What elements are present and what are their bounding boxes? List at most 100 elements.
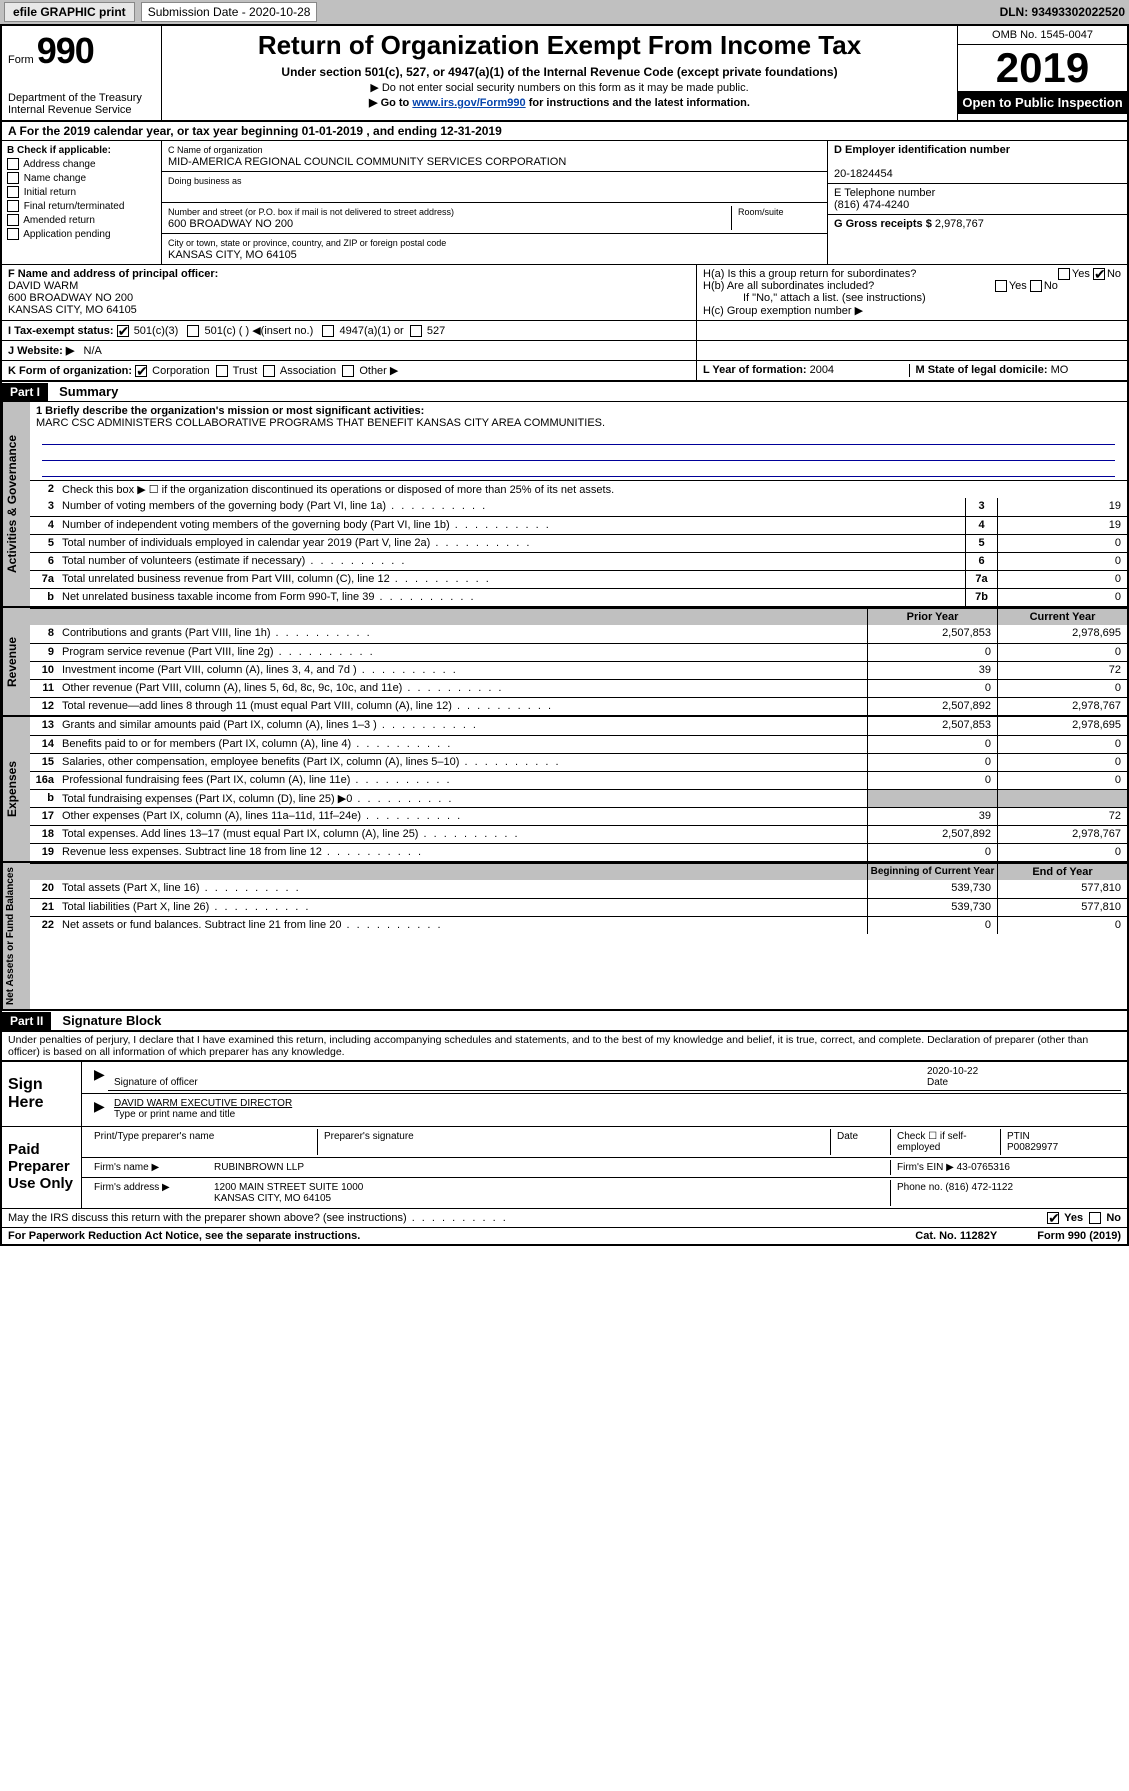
form-sub3: ▶ Go to www.irs.gov/Form990 for instruct… — [168, 96, 951, 109]
prep-sig-label: Preparer's signature — [318, 1129, 831, 1155]
prep-name-label: Print/Type preparer's name — [88, 1129, 318, 1155]
opt-corp: Corporation — [152, 365, 209, 377]
irs-link[interactable]: www.irs.gov/Form990 — [412, 97, 525, 109]
form-header: Form 990 Department of the Treasury Inte… — [2, 26, 1127, 122]
section-revenue: Revenue Prior YearCurrent Year 8 Contrib… — [2, 608, 1127, 717]
form-outer: Form 990 Department of the Treasury Inte… — [0, 24, 1129, 1246]
firm-phone-label: Phone no. — [897, 1182, 943, 1193]
hb-yes[interactable]: Yes — [1009, 280, 1027, 292]
addr-label: Number and street (or P.O. box if mail i… — [168, 207, 454, 217]
discuss-no[interactable] — [1089, 1212, 1101, 1224]
cb-address[interactable]: Address change — [23, 159, 95, 170]
table-row: 8 Contributions and grants (Part VIII, l… — [30, 625, 1127, 643]
mission-block: 1 Briefly describe the organization's mi… — [30, 402, 1127, 480]
gov-row: 3 Number of voting members of the govern… — [30, 498, 1127, 516]
city-label: City or town, state or province, country… — [168, 238, 446, 248]
org-form-label: K Form of organization: — [8, 365, 132, 377]
prep-self-label: Check ☐ if self-employed — [891, 1129, 1001, 1155]
section-netassets: Net Assets or Fund Balances Beginning of… — [2, 863, 1127, 1011]
footer-left: For Paperwork Reduction Act Notice, see … — [8, 1230, 360, 1242]
footer-right: Form 990 (2019) — [1037, 1230, 1121, 1242]
hdr-end: End of Year — [997, 864, 1127, 880]
cb-other[interactable] — [342, 365, 354, 377]
sig-name-label: Type or print name and title — [114, 1109, 235, 1120]
cb-name[interactable]: Name change — [24, 173, 86, 184]
form-label: Form — [8, 54, 34, 66]
hc-label: H(c) Group exemption number ▶ — [703, 304, 1121, 317]
org-name: MID-AMERICA REGIONAL COUNCIL COMMUNITY S… — [168, 156, 566, 168]
opt-4947: 4947(a)(1) or — [340, 325, 404, 337]
tab-netassets: Net Assets or Fund Balances — [2, 863, 30, 1009]
cb-501c3[interactable] — [117, 325, 129, 337]
ptin-value: P00829977 — [1007, 1142, 1058, 1153]
part1-header: Part I Summary — [2, 382, 1127, 402]
table-row: 11 Other revenue (Part VIII, column (A),… — [30, 679, 1127, 697]
table-row: 20 Total assets (Part X, line 16) 539,73… — [30, 880, 1127, 898]
opt-527: 527 — [427, 325, 445, 337]
open-inspection: Open to Public Inspection — [958, 91, 1127, 114]
year-form-label: L Year of formation: — [703, 364, 807, 376]
table-row: 18 Total expenses. Add lines 13–17 (must… — [30, 825, 1127, 843]
discuss-yes[interactable] — [1047, 1212, 1059, 1224]
cb-final[interactable]: Final return/terminated — [24, 201, 125, 212]
ha-no[interactable]: No — [1107, 268, 1121, 280]
box-b: B Check if applicable: Address change Na… — [2, 141, 162, 264]
cb-pending[interactable]: Application pending — [23, 229, 110, 240]
firm-label: Firm's name ▶ — [88, 1160, 208, 1175]
cb-501c[interactable] — [187, 325, 199, 337]
cb-assoc[interactable] — [263, 365, 275, 377]
hb-note: If "No," attach a list. (see instruction… — [703, 292, 1121, 304]
cb-527[interactable] — [410, 325, 422, 337]
firm-city: KANSAS CITY, MO 64105 — [214, 1193, 331, 1204]
opt-501c3: 501(c)(3) — [134, 325, 179, 337]
table-row: 13 Grants and similar amounts paid (Part… — [30, 717, 1127, 735]
website-label: J Website: ▶ — [8, 345, 74, 357]
table-row: 17 Other expenses (Part IX, column (A), … — [30, 807, 1127, 825]
website-value: N/A — [84, 345, 102, 357]
arrow-icon: ▶ — [88, 1096, 108, 1122]
part1-title: Summary — [51, 382, 126, 401]
part2-title: Signature Block — [54, 1011, 169, 1030]
row-klm: K Form of organization: Corporation Trus… — [2, 361, 1127, 382]
gov-row: b Net unrelated business taxable income … — [30, 588, 1127, 606]
box-b-label: B Check if applicable: — [7, 145, 111, 156]
officer-addr: 600 BROADWAY NO 200 — [8, 292, 133, 304]
box-c: C Name of organizationMID-AMERICA REGION… — [162, 141, 827, 264]
arrow-icon: ▶ — [88, 1064, 108, 1091]
domicile-label: M State of legal domicile: — [916, 364, 1048, 376]
gov-row: 4 Number of independent voting members o… — [30, 516, 1127, 534]
prep-date-label: Date — [831, 1129, 891, 1155]
firm-phone: (816) 472-1122 — [945, 1182, 1013, 1193]
cb-4947[interactable] — [322, 325, 334, 337]
sig-name: DAVID WARM EXECUTIVE DIRECTOR — [114, 1098, 292, 1109]
discuss-text: May the IRS discuss this return with the… — [8, 1212, 508, 1224]
row-i: I Tax-exempt status: 501(c)(3) 501(c) ( … — [2, 321, 1127, 341]
hdr-prior: Prior Year — [867, 609, 997, 625]
firm-ein-label: Firm's EIN ▶ — [897, 1162, 954, 1173]
domicile-val: MO — [1051, 364, 1069, 376]
table-row: 19 Revenue less expenses. Subtract line … — [30, 843, 1127, 861]
officer-label: F Name and address of principal officer: — [8, 268, 218, 280]
penalty-text: Under penalties of perjury, I declare th… — [2, 1031, 1127, 1060]
officer-name: DAVID WARM — [8, 280, 78, 292]
cb-amended[interactable]: Amended return — [23, 215, 95, 226]
section-governance: Activities & Governance 1 Briefly descri… — [2, 402, 1127, 608]
efile-btn[interactable]: efile GRAPHIC print — [4, 2, 135, 22]
cb-initial[interactable]: Initial return — [24, 187, 76, 198]
sig-officer-label: Signature of officer — [114, 1077, 198, 1088]
org-addr: 600 BROADWAY NO 200 — [168, 218, 293, 230]
mission-text: MARC CSC ADMINISTERS COLLABORATIVE PROGR… — [36, 417, 605, 429]
firm-ein: 43-0765316 — [957, 1162, 1010, 1173]
cb-trust[interactable] — [216, 365, 228, 377]
gross-label: G Gross receipts $ — [834, 218, 932, 230]
org-city: KANSAS CITY, MO 64105 — [168, 249, 297, 261]
cb-corp[interactable] — [135, 365, 147, 377]
row-fh: F Name and address of principal officer:… — [2, 265, 1127, 321]
sign-block: Sign Here ▶ Signature of officer 2020-10… — [2, 1060, 1127, 1126]
dept-label: Department of the Treasury Internal Reve… — [8, 92, 155, 116]
info-block: B Check if applicable: Address change Na… — [2, 141, 1127, 265]
table-row: 22 Net assets or fund balances. Subtract… — [30, 916, 1127, 934]
part2-header: Part II Signature Block — [2, 1011, 1127, 1031]
ha-yes[interactable]: Yes — [1072, 268, 1090, 280]
hb-no[interactable]: No — [1044, 280, 1058, 292]
